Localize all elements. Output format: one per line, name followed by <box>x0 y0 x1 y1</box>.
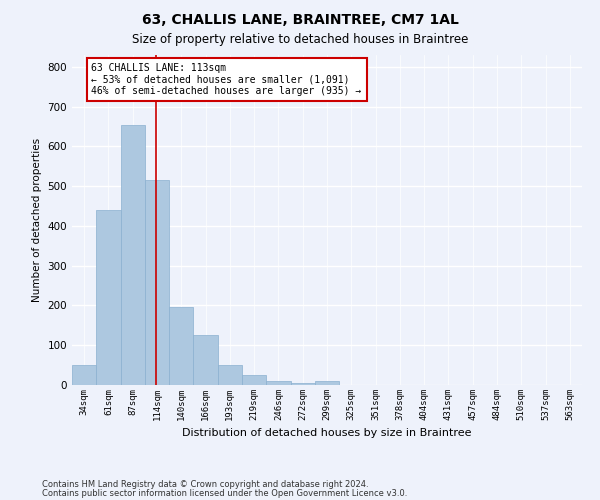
Bar <box>96 210 121 385</box>
Text: Contains HM Land Registry data © Crown copyright and database right 2024.: Contains HM Land Registry data © Crown c… <box>42 480 368 489</box>
Bar <box>242 375 266 385</box>
Bar <box>121 124 145 385</box>
Bar <box>290 383 315 385</box>
Text: Size of property relative to detached houses in Braintree: Size of property relative to detached ho… <box>132 32 468 46</box>
Text: 63, CHALLIS LANE, BRAINTREE, CM7 1AL: 63, CHALLIS LANE, BRAINTREE, CM7 1AL <box>142 12 458 26</box>
Text: 63 CHALLIS LANE: 113sqm
← 53% of detached houses are smaller (1,091)
46% of semi: 63 CHALLIS LANE: 113sqm ← 53% of detache… <box>91 63 362 96</box>
Bar <box>193 336 218 385</box>
X-axis label: Distribution of detached houses by size in Braintree: Distribution of detached houses by size … <box>182 428 472 438</box>
Bar <box>169 308 193 385</box>
Bar <box>218 365 242 385</box>
Bar <box>266 381 290 385</box>
Bar <box>145 180 169 385</box>
Text: Contains public sector information licensed under the Open Government Licence v3: Contains public sector information licen… <box>42 488 407 498</box>
Bar <box>72 365 96 385</box>
Bar <box>315 381 339 385</box>
Y-axis label: Number of detached properties: Number of detached properties <box>32 138 42 302</box>
